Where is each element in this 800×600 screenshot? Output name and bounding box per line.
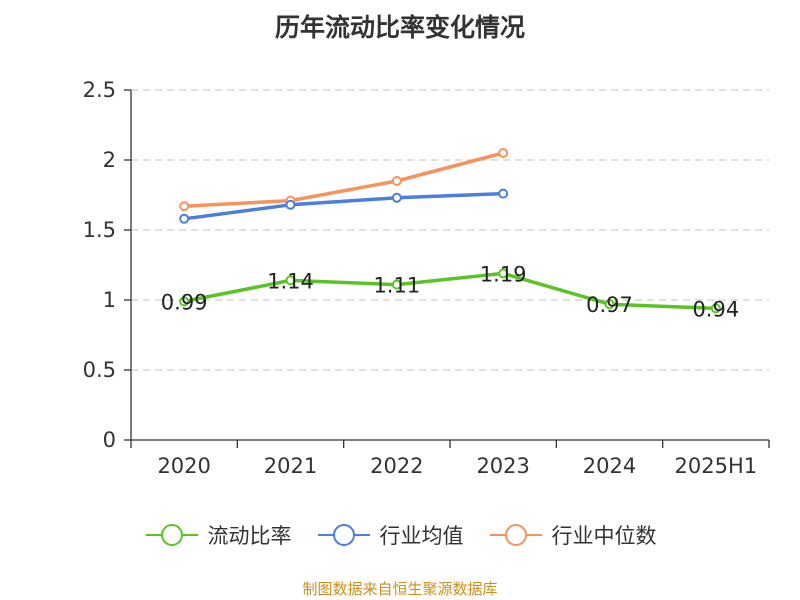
data-label-2: 1.11 [373,274,420,298]
x-tick-label-1: 2021 [264,454,317,478]
legend-swatch-icon [489,524,542,546]
y-tick-label-1: 0.5 [83,358,116,382]
x-tick-label-5: 2025H1 [675,454,758,478]
legend-label: 流动比率 [207,524,292,548]
series-2-point-2 [391,176,402,186]
legend-item-1[interactable]: 行业均值 [316,520,464,550]
series-0-point-5 [710,303,721,314]
series-0-point-1 [285,275,296,286]
series-line-0 [182,271,718,311]
series-1-point-0 [179,213,190,224]
data-label-3: 1.19 [480,262,527,286]
x-tick-label-2: 2022 [370,454,423,478]
data-label-4: 0.97 [586,293,633,317]
series-1-point-2 [391,192,402,203]
series-line-2 [182,151,505,208]
series-0-point-0 [179,296,190,307]
series-1-point-1 [285,199,296,210]
legend-swatch-icon [145,524,198,546]
x-tick-label-0: 2020 [157,454,210,478]
y-tick-label-3: 1.5 [83,218,116,242]
series-0-point-2 [391,279,402,290]
x-tick-label-3: 2023 [476,454,529,478]
series-line-1 [182,191,505,221]
legend-item-2[interactable]: 行业中位数 [488,520,657,550]
legend-label: 行业均值 [379,524,464,548]
series-0-point-4 [604,299,615,310]
y-tick-label-5: 2.5 [83,78,116,102]
y-tick-label-2: 1 [103,288,116,312]
data-label-5: 0.94 [692,297,739,321]
series-2-point-3 [498,148,509,158]
series-0-point-3 [498,268,509,279]
chart-title: 历年流动比率变化情况 [274,13,525,42]
x-tick-label-4: 2024 [583,454,636,478]
y-tick-label-0: 0 [103,428,116,452]
legend-label: 行业中位数 [551,524,657,548]
series-1-point-3 [498,188,509,199]
y-tick-label-4: 2 [103,148,116,172]
chart-legend: 流动比率 行业均值 行业中位数 [0,520,800,550]
data-source-note: 制图数据来自恒生聚源数据库 [302,580,498,598]
series-2-point-0 [179,201,190,212]
legend-swatch-icon [317,524,370,546]
legend-item-0[interactable]: 流动比率 [144,520,292,550]
data-label-1: 1.14 [267,269,314,293]
data-label-0: 0.99 [161,290,208,314]
